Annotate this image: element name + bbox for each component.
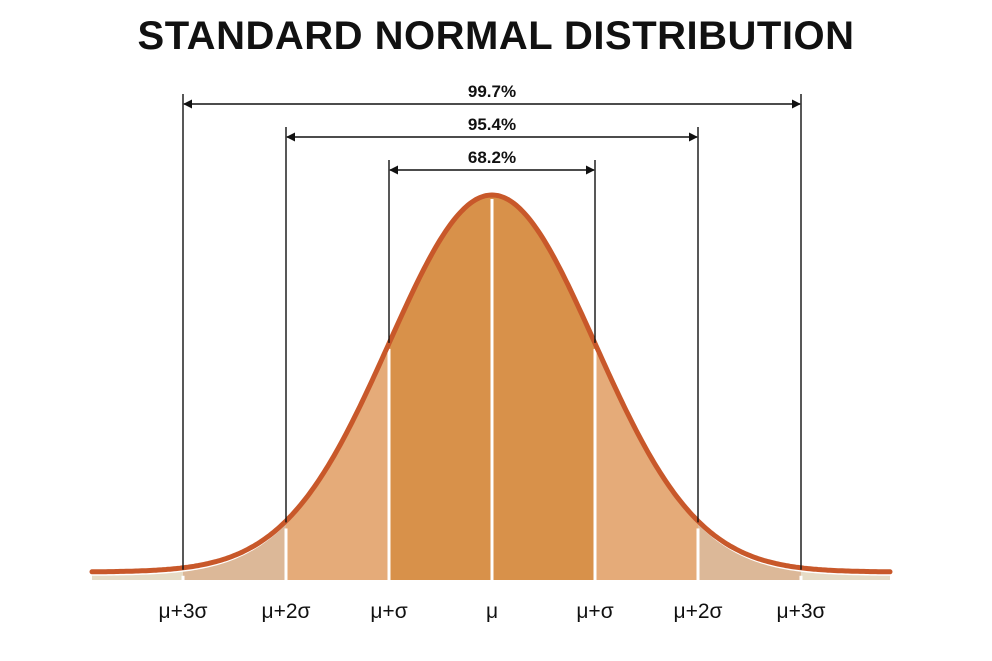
sigma1-right-band: [492, 195, 595, 580]
sigma3-right-band: [698, 524, 801, 580]
interval-label-68-2: 68.2%: [468, 148, 516, 167]
axis-labels: μ+3σ μ+2σ μ+σ μ μ+σ μ+2σ μ+3σ: [158, 600, 825, 623]
page-title: STANDARD NORMAL DISTRIBUTION: [137, 14, 855, 58]
axis-label-plus-1-sigma: μ+σ: [576, 600, 613, 623]
sigma-boundary-lines: [182, 94, 802, 570]
sigma3-left-band: [183, 524, 286, 580]
axis-label-minus-1-sigma: μ+σ: [370, 600, 407, 623]
interval-arrows: 99.7% 95.4% 68.2%: [183, 82, 801, 175]
interval-99-7: 99.7%: [183, 82, 801, 109]
interval-68-2: 68.2%: [389, 148, 595, 175]
bell-curve: [89, 192, 893, 575]
axis-label-plus-2-sigma: μ+2σ: [673, 600, 722, 623]
sigma1-left-band: [389, 195, 492, 580]
interval-95-4: 95.4%: [286, 115, 698, 142]
tail-right-band: [801, 571, 890, 580]
axis-label-mean: μ: [486, 600, 498, 623]
interval-label-99-7: 99.7%: [468, 82, 516, 101]
axis-label-minus-2-sigma: μ+2σ: [261, 600, 310, 623]
band-dividers: [181, 199, 803, 580]
axis-label-minus-3-sigma: μ+3σ: [158, 600, 207, 623]
interval-label-95-4: 95.4%: [468, 115, 516, 134]
tail-left-band: [92, 571, 183, 580]
axis-label-plus-3-sigma: μ+3σ: [776, 600, 825, 623]
